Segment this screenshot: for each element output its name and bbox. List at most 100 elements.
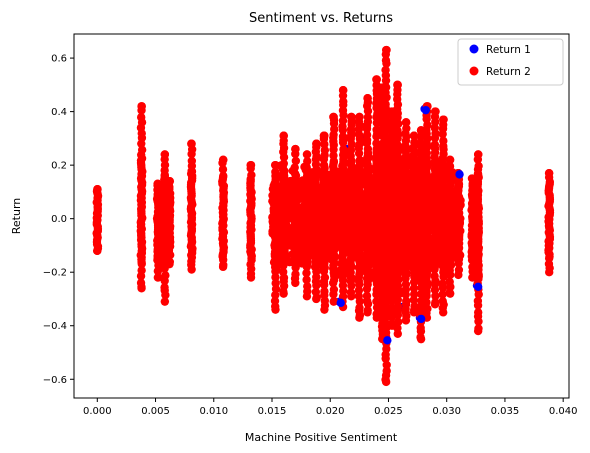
- y-tick-label: 0.2: [51, 161, 67, 172]
- scatter-point-return-2: [301, 197, 310, 206]
- scatter-point-return-2: [438, 129, 447, 139]
- scatter-point-return-2: [356, 235, 366, 245]
- scatter-point-return-2: [377, 144, 386, 153]
- scatter-point-return-2: [349, 164, 359, 174]
- scatter-point-return-2: [305, 220, 315, 229]
- scatter-point-return-2: [446, 199, 455, 208]
- scatter-point-return-2: [474, 317, 483, 326]
- scatter-point-return-2: [291, 156, 301, 166]
- y-axis-ticks: −0.6 −0.4 −0.2 0.0 0.2 0.4 0.6: [43, 54, 74, 386]
- scatter-point-return-2: [329, 297, 338, 306]
- scatter-point-return-2: [390, 257, 400, 266]
- scatter-point-return-2: [372, 132, 381, 141]
- scatter-point-return-2: [401, 210, 411, 219]
- scatter-point-return-2: [394, 230, 403, 239]
- scatter-point-return-1: [383, 336, 392, 345]
- scatter-point-return-2: [452, 250, 461, 259]
- scatter-point-return-2: [302, 292, 312, 301]
- scatter-point-return-2: [297, 259, 307, 268]
- scatter-point-return-2: [292, 180, 301, 190]
- scatter-point-return-2: [423, 142, 432, 151]
- scatter-point-return-2: [287, 224, 296, 233]
- scatter-point-return-2: [329, 145, 338, 154]
- scatter-point-return-2: [414, 231, 424, 241]
- scatter-point-return-2: [301, 165, 310, 174]
- scatter-point-return-2: [165, 177, 174, 186]
- scatter-point-return-2: [297, 251, 306, 260]
- scatter-point-return-2: [187, 265, 196, 274]
- scatter-point-return-2: [320, 305, 329, 314]
- scatter-point-return-2: [302, 275, 311, 284]
- scatter-point-return-2: [328, 278, 338, 288]
- scatter-point-return-2: [271, 267, 280, 276]
- scatter-point-return-2: [292, 234, 302, 243]
- scatter-point-return-2: [416, 334, 426, 344]
- scatter-point-return-2: [545, 268, 554, 277]
- scatter-point-return-2: [268, 229, 277, 238]
- scatter-point-return-2: [394, 119, 403, 128]
- scatter-point-return-2: [362, 124, 372, 133]
- scatter-point-return-2: [409, 295, 418, 305]
- scatter-point-return-2: [160, 297, 170, 306]
- scatter-point-return-2: [453, 183, 463, 192]
- scatter-point-return-2: [411, 193, 420, 202]
- chart-title: Sentiment vs. Returns: [249, 11, 393, 26]
- scatter-point-return-2: [273, 222, 282, 231]
- scatter-point-return-2: [416, 327, 426, 336]
- scatter-point-return-1: [473, 282, 483, 291]
- scatter-point-return-2: [271, 305, 280, 314]
- scatter-point-return-2: [312, 294, 321, 304]
- scatter-point-return-2: [454, 259, 463, 268]
- scatter-point-return-2: [328, 219, 337, 228]
- x-tick-label: 0.040: [549, 406, 578, 417]
- legend-label-return-1: Return 1: [486, 44, 531, 56]
- scatter-point-return-2: [381, 377, 391, 387]
- scatter-point-return-2: [302, 241, 311, 251]
- scatter-point-return-2: [382, 164, 392, 174]
- scatter-point-return-2: [160, 170, 169, 180]
- scatter-point-return-2: [428, 184, 437, 193]
- scatter-point-return-2: [426, 253, 435, 263]
- scatter-point-return-2: [373, 160, 382, 169]
- scatter-point-return-2: [374, 174, 384, 183]
- scatter-point-return-2: [454, 270, 463, 280]
- scatter-point-return-2: [407, 144, 417, 154]
- scatter-point-return-2: [288, 190, 297, 199]
- scatter-point-return-2: [187, 139, 196, 148]
- scatter-point-return-2: [389, 204, 398, 213]
- scatter-point-return-2: [430, 152, 439, 162]
- scatter-point-return-2: [161, 290, 170, 300]
- scatter-point-return-2: [363, 299, 373, 309]
- scatter-point-return-2: [313, 234, 322, 243]
- scatter-point-return-2: [136, 271, 146, 281]
- scatter-point-return-2: [393, 329, 402, 338]
- scatter-point-return-2: [363, 308, 372, 317]
- scatter-point-return-2: [218, 262, 228, 272]
- scatter-point-return-2: [422, 148, 432, 158]
- scatter-point-return-2: [347, 281, 356, 290]
- scatter-point-return-2: [453, 202, 462, 211]
- scatter-point-return-2: [393, 141, 403, 150]
- scatter-point-return-2: [431, 291, 440, 301]
- scatter-point-return-2: [279, 153, 289, 162]
- x-tick-label: 0.035: [491, 406, 520, 417]
- scatter-point-return-2: [327, 255, 336, 264]
- scatter-point-return-2: [454, 194, 464, 203]
- scatter-point-return-2: [382, 59, 391, 68]
- scatter-point-return-2: [137, 259, 146, 269]
- scatter-point-return-2: [426, 176, 436, 186]
- scatter-point-return-2: [153, 273, 163, 282]
- scatter-point-return-2: [425, 212, 435, 221]
- scatter-point-return-2: [271, 273, 280, 282]
- scatter-point-return-2: [269, 207, 279, 216]
- scatter-point-return-2: [397, 176, 406, 186]
- scatter-point-return-2: [430, 133, 440, 143]
- scatter-point-return-2: [301, 234, 310, 243]
- scatter-point-return-2: [393, 113, 402, 122]
- scatter-point-return-2: [433, 245, 443, 254]
- scatter-point-return-2: [473, 169, 483, 178]
- scatter-point-return-2: [311, 201, 320, 210]
- scatter-point-return-2: [310, 194, 319, 204]
- scatter-point-return-2: [346, 207, 356, 216]
- scatter-point-return-2: [319, 224, 328, 233]
